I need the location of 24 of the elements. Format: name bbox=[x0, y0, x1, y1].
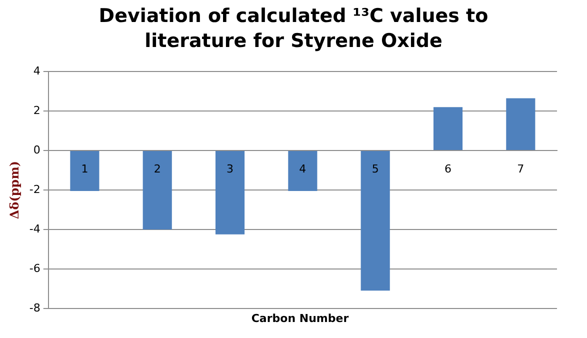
bar bbox=[70, 151, 100, 191]
chart-title: Deviation of calculated ¹³C values to literature for Styrene Oxide bbox=[98, 4, 490, 54]
y-tick-label: -8 bbox=[29, 301, 40, 314]
bar bbox=[506, 98, 536, 150]
x-tick-label: 2 bbox=[154, 162, 161, 176]
y-axis-title: Δδ(ppm) bbox=[7, 160, 22, 220]
y-tick-label: 4 bbox=[33, 64, 40, 78]
bar bbox=[360, 151, 390, 291]
x-tick-label: 6 bbox=[444, 162, 452, 176]
x-tick-label: 4 bbox=[299, 162, 306, 176]
x-tick-label: 7 bbox=[517, 162, 524, 176]
y-tick-label: 2 bbox=[33, 104, 40, 117]
bar bbox=[215, 151, 245, 234]
x-tick-label: 3 bbox=[226, 162, 234, 176]
x-axis-title: Carbon Number bbox=[250, 312, 350, 325]
x-tick-label: 1 bbox=[81, 162, 88, 176]
y-tick-label: 0 bbox=[33, 143, 40, 156]
x-tick-label: 5 bbox=[372, 162, 379, 176]
y-tick-label: -6 bbox=[29, 262, 40, 275]
bar bbox=[433, 107, 463, 150]
y-tick-label: -2 bbox=[29, 182, 40, 196]
bar bbox=[288, 151, 318, 191]
y-tick-label: -4 bbox=[29, 222, 40, 236]
bar bbox=[142, 151, 172, 230]
